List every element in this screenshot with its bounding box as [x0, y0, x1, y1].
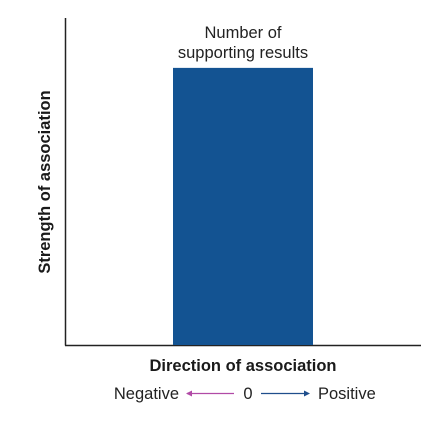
bar-annotation-line1: Number of: [204, 24, 281, 42]
zero-label: 0: [243, 385, 252, 403]
bar-supporting-results: [173, 67, 313, 346]
negative-label: Negative: [114, 385, 179, 403]
y-axis-title: Strength of association: [36, 90, 54, 273]
positive-arrowhead-icon: [304, 390, 310, 397]
bar-annotation-line2: supporting results: [178, 44, 308, 62]
x-axis-title: Direction of association: [149, 357, 336, 375]
positive-label: Positive: [318, 385, 376, 403]
negative-arrowhead-icon: [186, 390, 192, 397]
